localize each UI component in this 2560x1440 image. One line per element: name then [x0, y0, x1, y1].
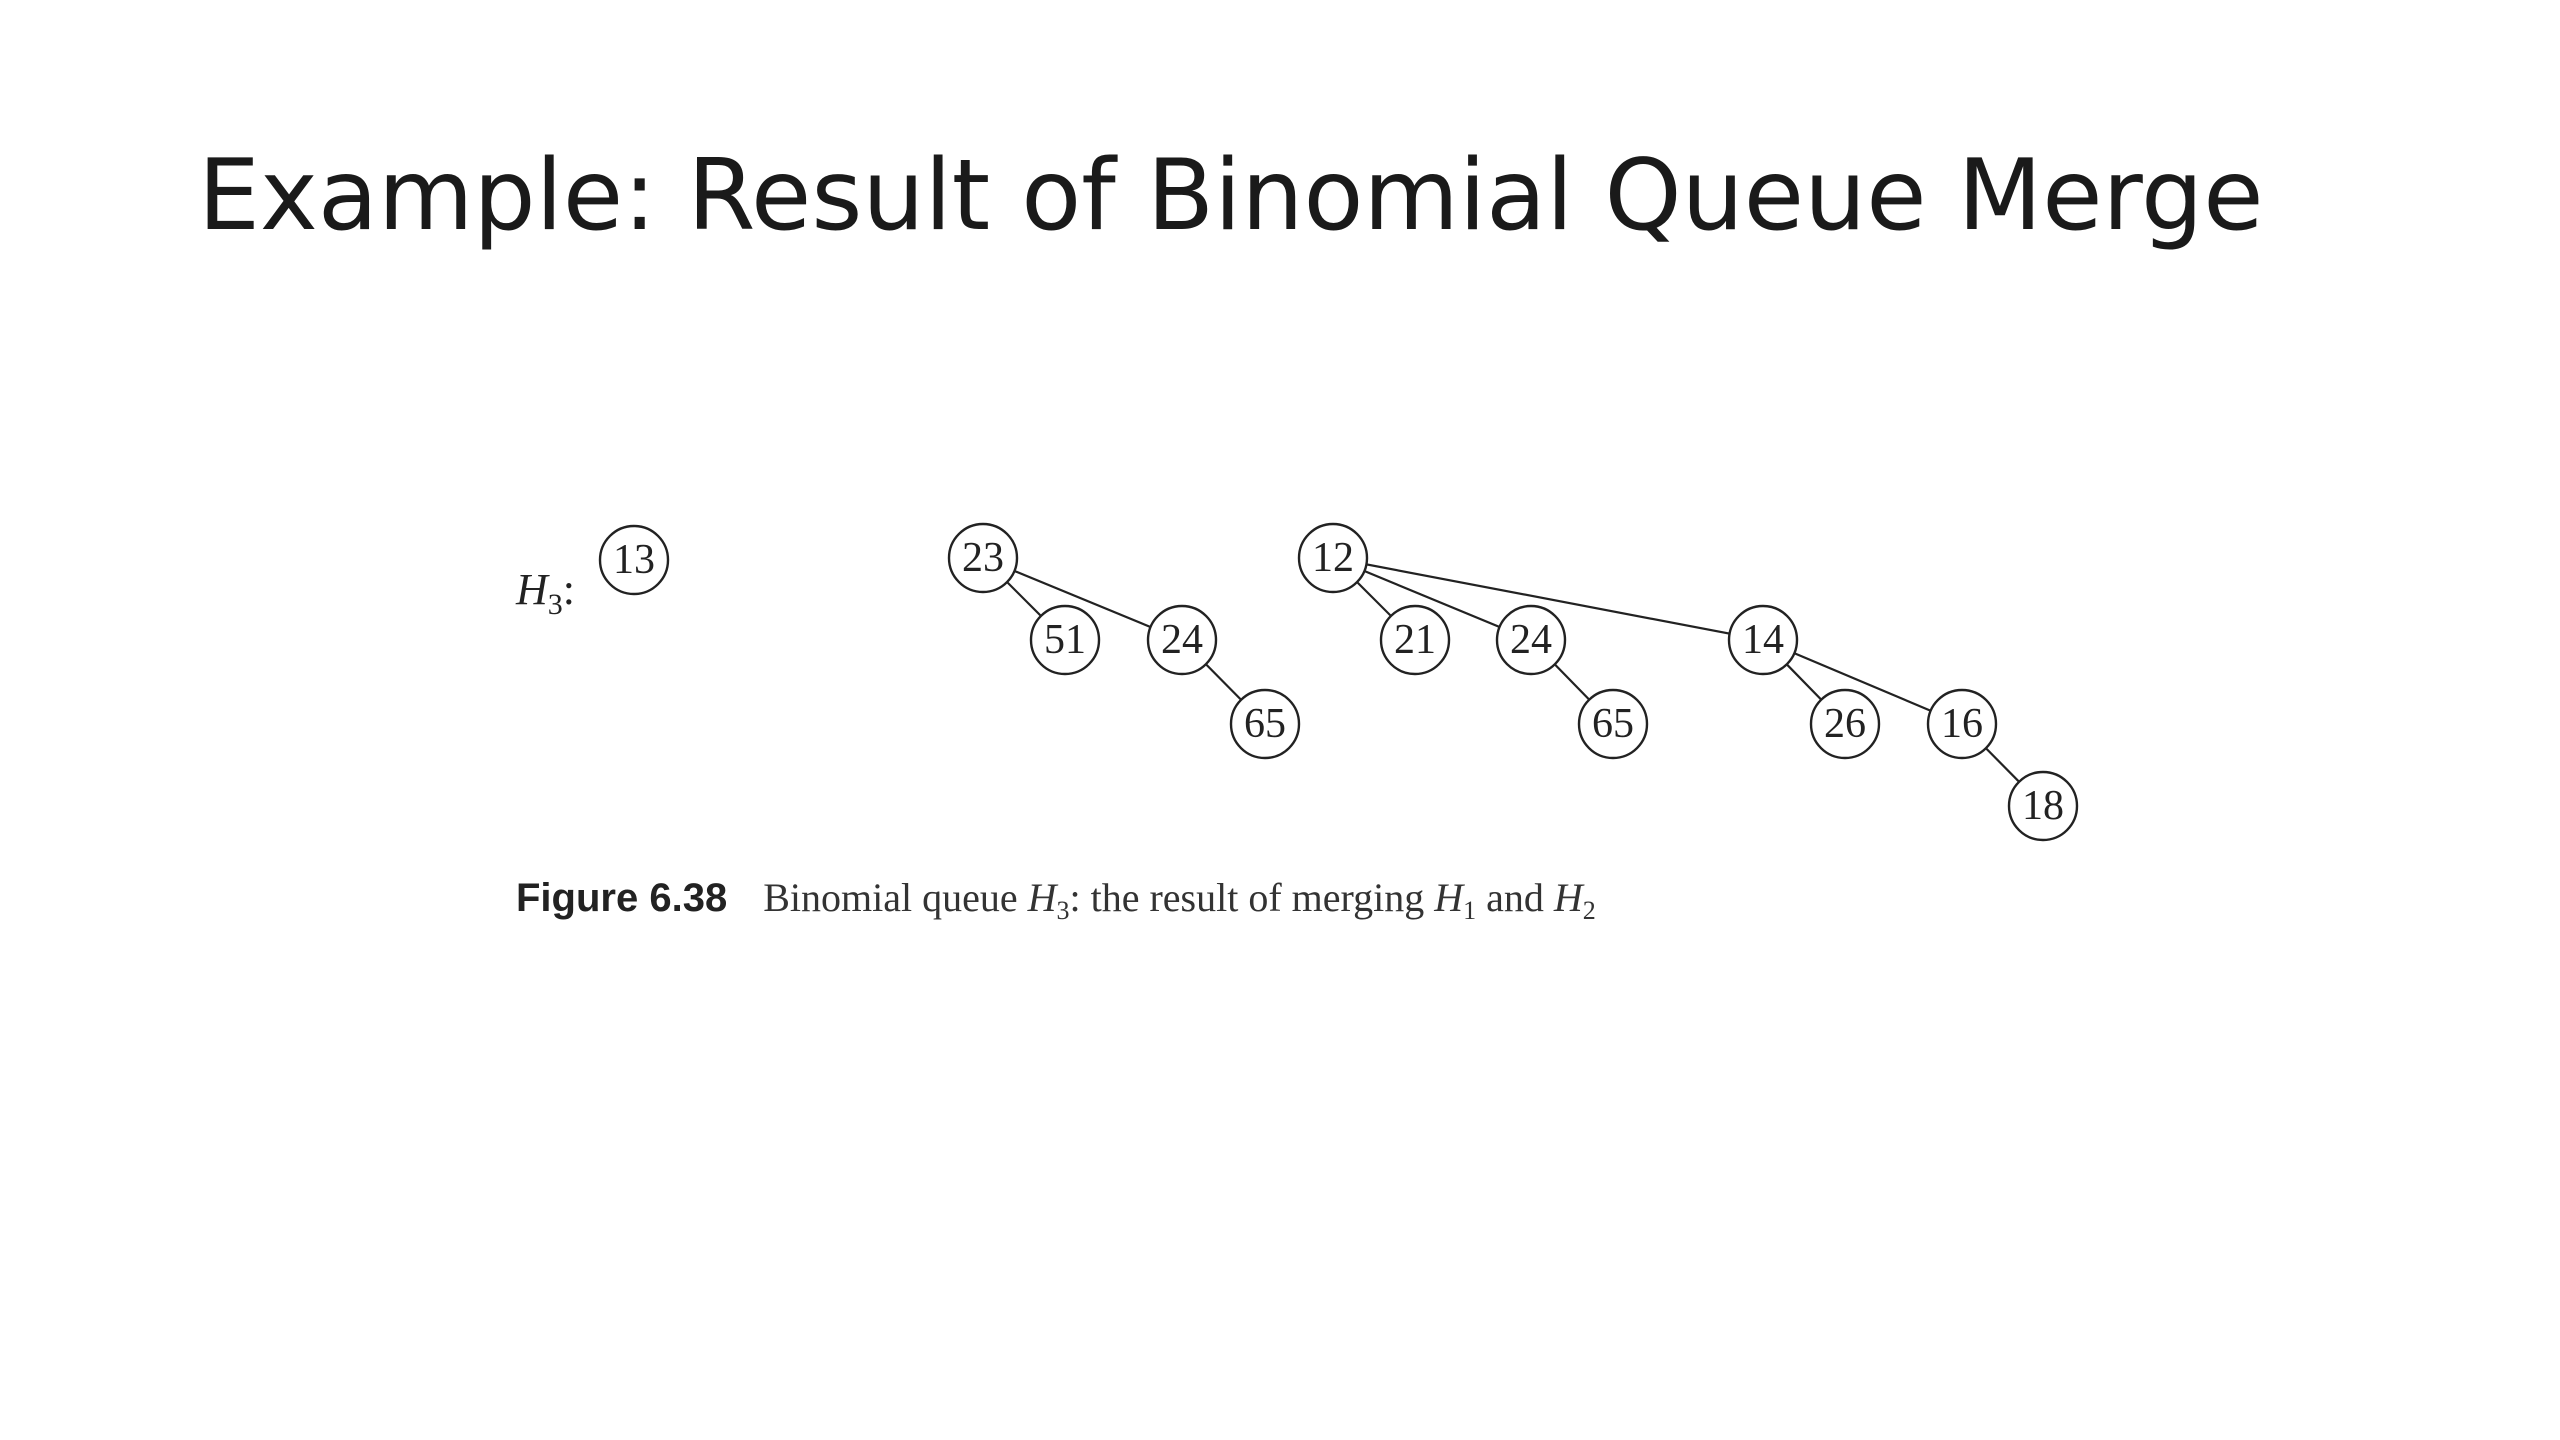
edge-12-24 [1332, 556, 1532, 642]
edge-14-16 [1762, 638, 1963, 726]
caption-h1: H [1434, 875, 1464, 920]
tree-node: 23 [947, 522, 1019, 594]
tree-node: 26 [1809, 688, 1881, 760]
tree-node: 12 [1297, 522, 1369, 594]
caption-h2: H [1553, 875, 1583, 920]
tree-node: 13 [598, 524, 670, 596]
tree-node: 24 [1495, 604, 1567, 676]
tree-node: 65 [1577, 688, 1649, 760]
node-label: 24 [1510, 617, 1552, 663]
tree-node: 65 [1229, 688, 1301, 760]
tree-node: 24 [1146, 604, 1218, 676]
caption-h1-sub: 1 [1463, 896, 1477, 925]
caption-h3: H [1027, 875, 1057, 920]
tree-node: 14 [1727, 604, 1799, 676]
node-label: 16 [1941, 701, 1983, 747]
node-label: 23 [962, 535, 1004, 581]
node-label: 26 [1824, 701, 1866, 747]
slide-title: Example: Result of Binomial Queue Merge [198, 139, 2264, 253]
edge-12-14 [1332, 556, 1764, 642]
tree-node: 51 [1029, 604, 1101, 676]
heap-label-name: H [515, 565, 550, 614]
figure-number: Figure 6.38 [516, 876, 728, 920]
node-label: 65 [1592, 701, 1634, 747]
caption-h3-sub: 3 [1056, 896, 1070, 925]
edge-23-24 [982, 556, 1183, 642]
node-label: 14 [1742, 617, 1784, 663]
heap-label-h3: H3: [515, 565, 575, 621]
heap-label-colon: : [563, 565, 575, 614]
heap-label-subscript: 3 [548, 588, 563, 621]
caption-h2-sub: 2 [1582, 896, 1596, 925]
tree-node: 16 [1926, 688, 1998, 760]
node-label: 12 [1312, 535, 1354, 581]
node-label: 65 [1244, 701, 1286, 747]
figure-caption: Figure 6.38 Binomial queue H3: the result… [516, 874, 1596, 926]
tree-b3: 12 21 24 65 14 26 [1297, 522, 2079, 842]
node-label: 13 [613, 537, 655, 583]
caption-part: : the result of merging [1069, 875, 1435, 920]
node-label: 18 [2022, 783, 2064, 829]
caption-part: Binomial queue [763, 875, 1028, 920]
node-label: 24 [1161, 617, 1203, 663]
tree-node: 21 [1379, 604, 1451, 676]
tree-edges [982, 556, 2044, 807]
node-label: 51 [1044, 617, 1086, 663]
caption-part: and [1476, 875, 1554, 920]
tree-b0: 13 [598, 524, 670, 596]
tree-node: 18 [2007, 770, 2079, 842]
node-label: 21 [1394, 617, 1436, 663]
caption-text: Binomial queue H3: the result of merging… [763, 875, 1596, 925]
tree-b2: 23 51 24 65 [947, 522, 1301, 760]
